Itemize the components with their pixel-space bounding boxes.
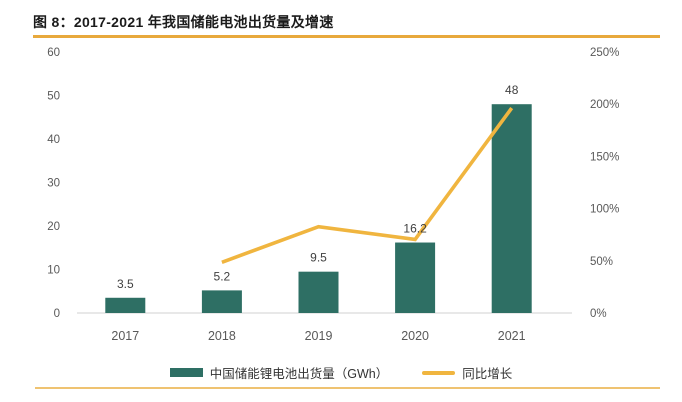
bar-2021 [491,104,532,313]
legend-item-growth[interactable]: 同比增长 [422,363,512,382]
legend-label-shipments: 中国储能锂电池出货量（GWh） [209,367,389,381]
bar-value-label: 5.2 [214,269,231,283]
y-axis-left-tick-label: 50 [47,91,60,103]
x-axis-label-2021: 2021 [498,329,526,343]
bar-series-swatch-icon [169,368,203,377]
y-axis-right-tick-label: 200% [590,99,619,111]
chart-legend: 中国储能锂电池出货量（GWh） 同比增长 [0,363,682,382]
x-axis-label-2017: 2017 [111,329,139,343]
bar-2017 [105,297,146,313]
y-axis-left-tick-label: 40 [47,134,60,146]
bar-value-label: 48 [505,83,519,97]
bar-2019 [298,271,339,313]
y-axis-left-tick-label: 20 [47,221,60,233]
y-axis-left-tick-label: 0 [54,308,60,320]
bar-value-label: 9.5 [310,251,327,265]
figure-bottom-border [35,387,660,389]
legend-label-growth: 同比增长 [462,367,513,381]
y-axis-left-tick-label: 10 [47,265,60,277]
y-axis-right-tick-label: 150% [590,151,619,163]
y-axis-left-tick-label: 30 [47,178,60,190]
x-axis-label-2018: 2018 [208,329,236,343]
title-underline [33,35,660,38]
growth-line [221,106,514,264]
figure-title: 图 8：2017-2021 年我国储能电池出货量及增速 [33,14,334,30]
legend-item-shipments[interactable]: 中国储能锂电池出货量（GWh） [169,363,389,382]
x-axis-label-2019: 2019 [305,329,333,343]
y-axis-right-tick-label: 50% [590,256,613,268]
y-axis-right-tick-label: 250% [590,47,619,59]
bar-2018 [201,290,242,313]
bar-value-label: 3.5 [117,277,134,291]
bar-2020 [395,242,436,313]
y-axis-right-tick-label: 100% [590,204,619,216]
bar-value-label: 16.2 [403,222,427,236]
y-axis-left-tick-label: 60 [47,47,60,59]
y-axis-right-tick-label: 0% [590,308,607,320]
line-series-swatch-icon [422,370,456,375]
x-axis-label-2020: 2020 [401,329,429,343]
